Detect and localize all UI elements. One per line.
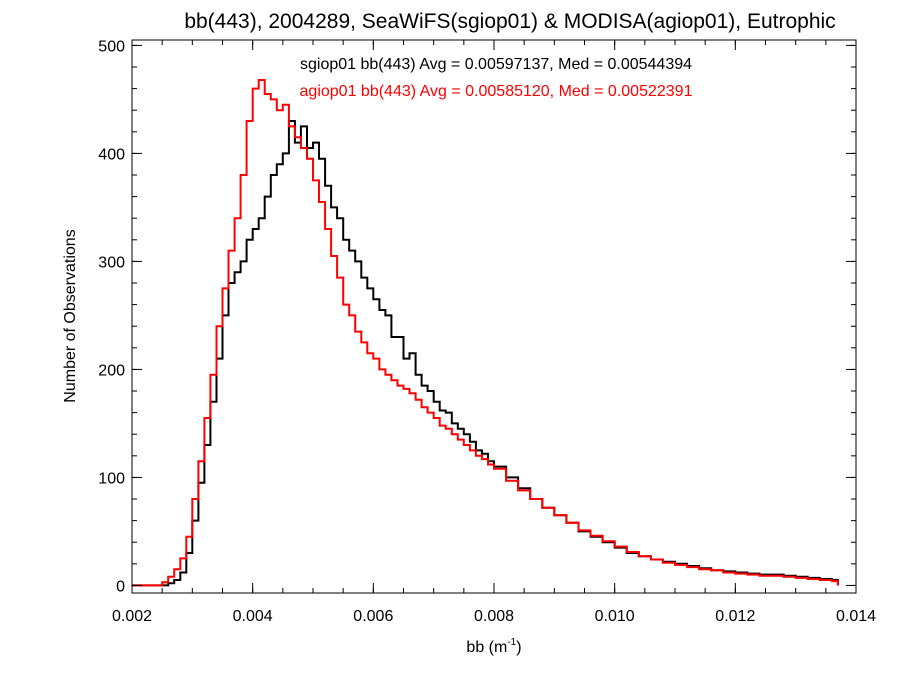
x-tick-label: 0.010 bbox=[595, 608, 635, 625]
y-tick-label: 100 bbox=[98, 470, 125, 487]
y-tick-label: 200 bbox=[98, 362, 125, 379]
x-tick-labels: 0.002 0.004 0.006 0.008 0.010 0.012 0.014 bbox=[112, 608, 876, 625]
x-tick-label: 0.012 bbox=[715, 608, 755, 625]
series-layer bbox=[132, 79, 839, 587]
x-axis-label: bb (m-1) bbox=[466, 637, 521, 656]
x-axis-label-close: ) bbox=[516, 639, 521, 656]
y-tick-label: 0 bbox=[116, 578, 125, 595]
chart-title: bb(443), 2004289, SeaWiFS(sgiop01) & MOD… bbox=[184, 10, 835, 33]
legend-entry-agiop01: agiop01 bb(443) Avg = 0.00585120, Med = … bbox=[300, 83, 693, 100]
axis-ticks bbox=[131, 40, 857, 593]
x-axis-label-superscript: -1 bbox=[507, 637, 516, 648]
y-axis-label: Number of Observations bbox=[62, 229, 79, 402]
x-tick-label: 0.014 bbox=[836, 608, 876, 625]
x-axis-label-main: bb (m bbox=[466, 639, 507, 656]
x-tick-label: 0.006 bbox=[353, 608, 393, 625]
y-tick-label: 500 bbox=[98, 38, 125, 55]
x-tick-label: 0.008 bbox=[474, 608, 514, 625]
series-line-1 bbox=[132, 79, 839, 587]
y-tick-label: 400 bbox=[98, 146, 125, 163]
x-tick-label: 0.002 bbox=[112, 608, 152, 625]
y-tick-label: 300 bbox=[98, 254, 125, 271]
x-tick-label: 0.004 bbox=[233, 608, 273, 625]
y-tick-labels: 0 100 200 300 400 500 bbox=[98, 38, 125, 595]
legend-entry-sgiop01: sgiop01 bb(443) Avg = 0.00597137, Med = … bbox=[300, 56, 692, 73]
